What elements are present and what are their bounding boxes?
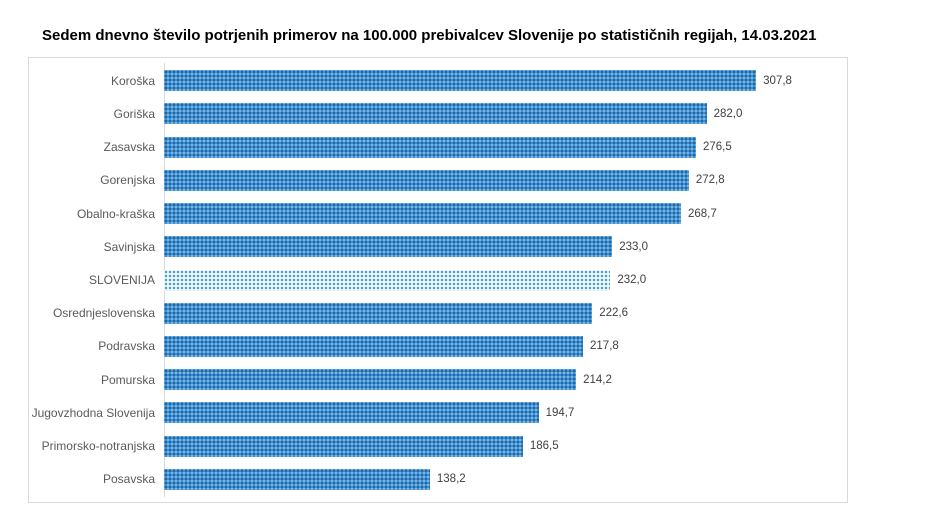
chart-row: Gorenjska 272,8 [29,164,847,197]
category-label: Posavska [102,472,155,487]
bar-area: 214,2 [164,363,847,396]
value-label: 282,0 [713,107,743,120]
bar [164,236,613,258]
value-label: 232,0 [617,274,647,287]
chart-row: Zasavska 276,5 [29,130,847,163]
bar-slovenija-highlight [164,269,611,291]
value-label: 138,2 [436,473,466,486]
chart-frame: Koroška 307,8 Goriška 282,0 Zasavska 276,5 Gor… [28,57,848,503]
category-label: Podravska [98,339,155,354]
bar [164,435,523,457]
value-label: 222,6 [599,307,629,320]
bar [164,468,430,490]
bar-area: 222,6 [164,297,847,330]
value-label: 217,8 [590,340,619,353]
chart-row: SLOVENIJA 232,0 [29,263,847,296]
value-label: 276,5 [702,141,732,154]
value-label: 272,8 [695,174,725,187]
bar-area: 138,2 [164,463,847,496]
chart-row: Osrednjeslovenska 222,6 [29,297,847,330]
category-label: SLOVENIJA [88,273,155,288]
value-label: 233,0 [619,240,649,253]
chart-row: Posavska 138,2 [29,463,847,496]
category-label: Gorenjska [100,173,155,188]
bar-area: 217,8 [164,330,847,363]
chart-row: Goriška 282,0 [29,97,847,130]
chart-row: Obalno-kraška 268,7 [29,197,847,230]
category-label: Zasavska [103,140,155,155]
bar [164,169,689,191]
bar [164,136,696,158]
category-label: Osrednjeslovenska [52,306,155,321]
chart-row: Koroška 307,8 [29,64,847,97]
bar [164,402,539,424]
bar-area: 233,0 [164,230,847,263]
bar [164,302,593,324]
bar [164,70,757,92]
plot-area: Koroška 307,8 Goriška 282,0 Zasavska 276,5 Gor… [29,64,847,496]
category-label: Goriška [113,106,155,121]
category-label: Jugovzhodna Slovenija [31,405,155,420]
bar-area: 186,5 [164,430,847,463]
bar-area: 307,8 [164,64,847,97]
value-label: 186,5 [529,440,559,453]
category-label: Primorsko-notranjska [41,439,155,454]
chart-row: Primorsko-notranjska 186,5 [29,430,847,463]
chart-row: Savinjska 233,0 [29,230,847,263]
bar [164,335,584,357]
value-label: 307,8 [763,74,792,87]
value-label: 214,2 [583,373,612,386]
category-label: Obalno-kraška [76,206,155,221]
category-label: Koroška [110,73,155,88]
chart-row: Podravska 217,8 [29,330,847,363]
category-label: Pomurska [100,372,155,387]
bar-area: 232,0 [164,263,847,296]
bar [164,203,681,225]
bar-area: 194,7 [164,396,847,429]
bar [164,369,577,391]
bar [164,103,707,125]
value-label: 194,7 [545,406,575,419]
bar-area: 272,8 [164,164,847,197]
category-label: Savinjska [103,239,155,254]
chart-row: Jugovzhodna Slovenija 194,7 [29,396,847,429]
bar-area: 276,5 [164,130,847,163]
bar-area: 282,0 [164,97,847,130]
chart-title: Sedem dnevno število potrjenih primerov … [42,27,817,44]
value-label: 268,7 [687,207,717,220]
chart-row: Pomurska 214,2 [29,363,847,396]
bar-area: 268,7 [164,197,847,230]
